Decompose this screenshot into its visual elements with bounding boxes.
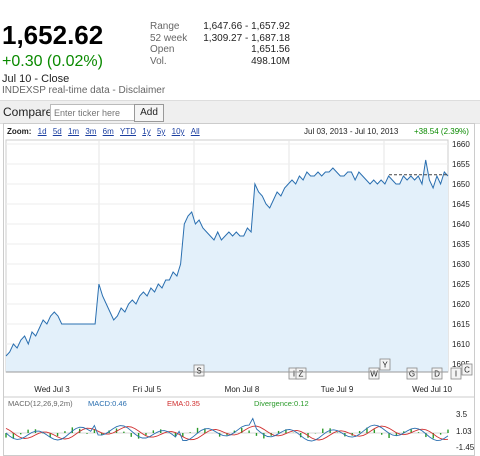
- news-flag-letter: I: [455, 370, 457, 379]
- stat-label: Open: [150, 44, 175, 55]
- zoom-5y[interactable]: 5y: [156, 127, 166, 136]
- compare-ticker-input[interactable]: [50, 104, 136, 121]
- news-flag-letter: D: [434, 370, 440, 379]
- y-tick-label: 1640: [452, 220, 470, 229]
- y-tick-label: 1630: [452, 260, 470, 269]
- compare-label: Compare:: [3, 105, 56, 119]
- price-chart[interactable]: 1660 1655 1650 1645 1640 1635 1630 1625 1620 1615…: [4, 124, 474, 455]
- macd-tick: -1.45: [456, 443, 474, 452]
- news-flag[interactable]: G: [406, 367, 418, 380]
- stat-label: Vol.: [150, 55, 167, 67]
- x-axis: Wed Jul 3 Fri Jul 5 Mon Jul 8 Tue Jul 9 Wed …: [4, 371, 474, 398]
- stat-row-range: Range 1,647.66 - 1,657.92: [150, 21, 290, 33]
- ema-line: [5, 425, 449, 441]
- stat-label: Range: [150, 21, 180, 32]
- news-flag[interactable]: D: [431, 367, 443, 380]
- zoom-all[interactable]: All: [190, 127, 200, 136]
- macd-panel: MACD(12,26,9,2m) MACD:0.46 EMA:0.35 Dive…: [5, 399, 474, 452]
- stat-value: 1,651.56: [251, 44, 290, 55]
- stats-table: Range 1,647.66 - 1,657.92 52 week 1,309.…: [150, 21, 290, 67]
- price-line: [5, 159, 449, 357]
- divergence-value: Divergence:0.12: [254, 399, 309, 408]
- macd-value: MACD:0.46: [88, 399, 127, 408]
- y-tick-label: 1605: [452, 360, 470, 369]
- y-tick-label: 1650: [452, 180, 470, 189]
- y-tick-label: 1660: [452, 140, 470, 149]
- y-tick-label: 1620: [452, 300, 470, 309]
- chart-panel: Zoom: 1d 5d 1m 3m 6m YTD 1y 5y 10y All J…: [3, 123, 475, 456]
- stat-row-volume: Vol. 498.10M: [150, 56, 290, 68]
- y-tick-label: 1625: [452, 280, 470, 289]
- quote-change: +0.30 (0.02%): [2, 53, 103, 70]
- news-flag-letter: Z: [299, 370, 304, 379]
- date-range: Jul 03, 2013 - Jul 10, 2013: [304, 127, 399, 136]
- y-tick-label: 1655: [452, 160, 470, 169]
- y-tick-label: 1645: [452, 200, 470, 209]
- ema-value: EMA:0.35: [167, 399, 200, 408]
- quote-price: 1,652.62: [2, 20, 104, 50]
- macd-tick: 1.03: [456, 427, 472, 436]
- news-flag[interactable]: S: [193, 364, 205, 377]
- news-flag-letter: G: [409, 370, 415, 379]
- x-tick-label: Wed Jul 10: [412, 385, 452, 394]
- x-tick-label: Tue Jul 9: [321, 385, 354, 394]
- news-flag-letter: I: [293, 370, 295, 379]
- zoom-3m[interactable]: 3m: [85, 127, 97, 136]
- news-flags[interactable]: S I Z WYG D I C: [193, 358, 473, 380]
- y-axis: 1660 1655 1650 1645 1640 1635 1630 1625 1620 1615…: [452, 140, 470, 369]
- macd-tick: 3.5: [456, 410, 468, 419]
- macd-line: [5, 417, 449, 442]
- x-tick-label: Fri Jul 5: [133, 385, 162, 394]
- stat-value: 1,647.66 - 1,657.92: [203, 21, 290, 32]
- stat-value: 498.10M: [251, 55, 290, 67]
- news-flag-letter: S: [196, 367, 201, 376]
- zoom-6m[interactable]: 6m: [102, 127, 114, 136]
- zoom-1d[interactable]: 1d: [37, 127, 47, 136]
- x-tick-label: Wed Jul 3: [34, 385, 70, 394]
- price-area: [6, 160, 448, 372]
- news-flag[interactable]: W: [368, 367, 380, 380]
- y-tick-label: 1610: [452, 340, 470, 349]
- macd-title: MACD(12,26,9,2m): [8, 399, 73, 408]
- news-flag-letter: W: [370, 370, 378, 379]
- stat-row-52week: 52 week 1,309.27 - 1,687.18: [150, 33, 290, 45]
- zoom-10y[interactable]: 10y: [171, 127, 185, 136]
- zoom-5d[interactable]: 5d: [52, 127, 62, 136]
- close-label: Jul 10 - Close: [2, 73, 70, 85]
- news-flag-letter: Y: [382, 361, 388, 370]
- stat-row-open: Open 1,651.56: [150, 44, 290, 56]
- zoom-ytd[interactable]: YTD: [120, 127, 137, 136]
- add-button[interactable]: Add: [134, 104, 164, 122]
- stat-label: 52 week: [150, 32, 188, 44]
- data-source-disclaimer[interactable]: INDEXSP real-time data - Disclaimer: [2, 85, 166, 96]
- zoom-1m[interactable]: 1m: [67, 127, 80, 136]
- news-flag[interactable]: Y: [379, 358, 391, 371]
- news-flag[interactable]: Z: [295, 367, 307, 380]
- range-change: +38.54 (2.39%): [414, 127, 469, 136]
- x-tick-label: Mon Jul 8: [225, 385, 260, 394]
- stat-value: 1,309.27 - 1,687.18: [203, 32, 290, 44]
- news-flag-letter: C: [464, 366, 470, 375]
- zoom-label: Zoom:: [7, 127, 32, 136]
- zoom-1y[interactable]: 1y: [142, 127, 151, 136]
- y-tick-label: 1635: [452, 240, 470, 249]
- news-flag[interactable]: I: [450, 367, 462, 380]
- y-tick-label: 1615: [452, 320, 470, 329]
- zoom-controls: Zoom: 1d 5d 1m 3m 6m YTD 1y 5y 10y All: [7, 127, 200, 136]
- news-flag[interactable]: C: [461, 363, 473, 376]
- compare-bar: Compare: Add: [0, 100, 480, 124]
